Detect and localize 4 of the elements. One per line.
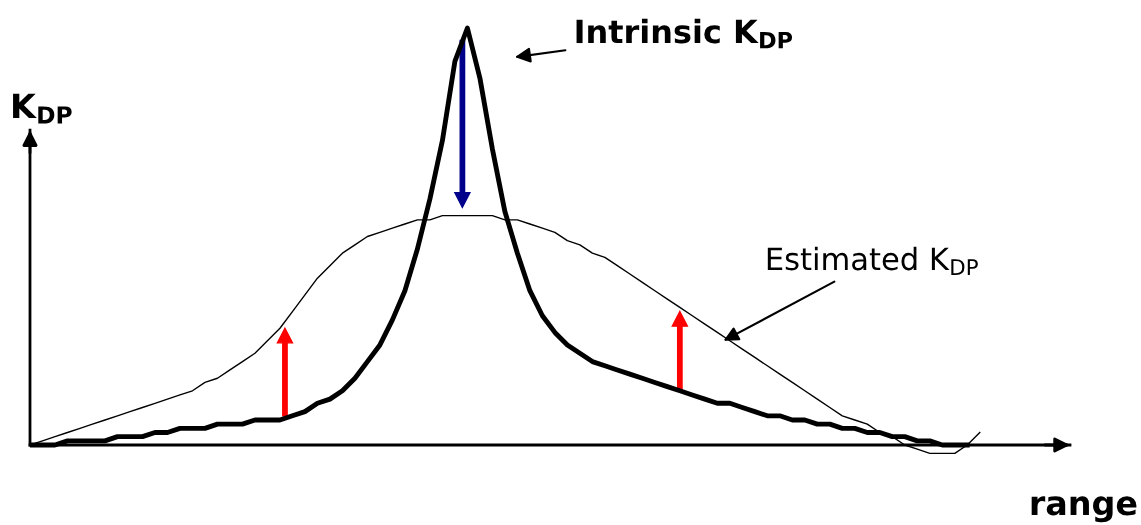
legend-label: Intrinsic K$_{DP}$ xyxy=(576,18,793,49)
text: Estimated K$_{DP}$ xyxy=(767,246,978,275)
x-axis-title: range xyxy=(1031,496,1137,523)
y-axis-title: K$_{DP}$ xyxy=(13,93,72,124)
